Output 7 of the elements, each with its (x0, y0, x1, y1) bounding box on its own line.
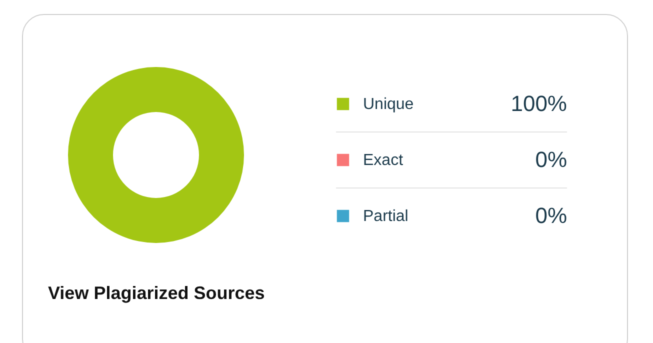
text: 0% (535, 147, 567, 172)
legend-label: Unique (363, 96, 414, 113)
legend-label: Exact (363, 152, 404, 169)
text: View Plagiarized Sources (48, 283, 265, 304)
data-label: 100% (510, 91, 567, 116)
legend-label: Partial (363, 208, 408, 225)
text: 0% (535, 203, 567, 228)
